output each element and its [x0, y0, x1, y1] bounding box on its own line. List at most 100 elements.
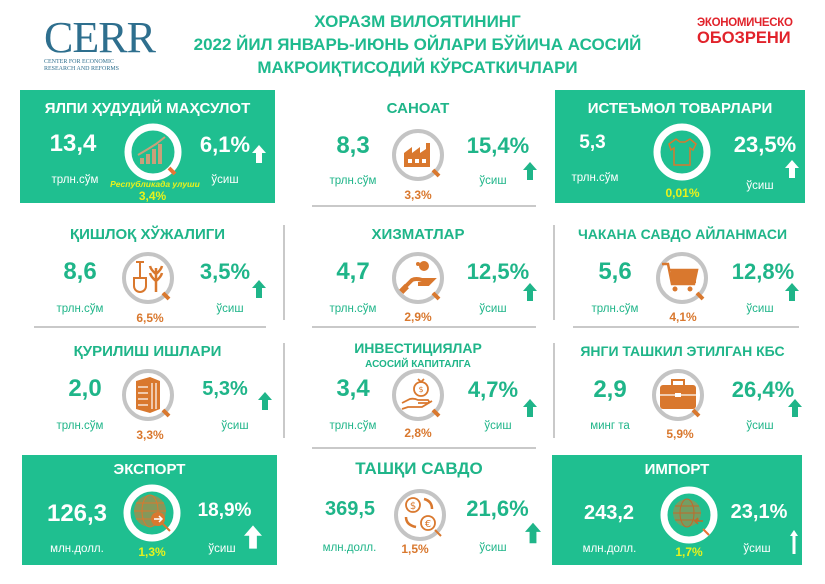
- divider: [283, 225, 285, 320]
- card-growth: 6,1%: [199, 132, 251, 157]
- arrow-up-icon: [258, 392, 272, 410]
- divider: [312, 205, 536, 207]
- divider: [312, 447, 536, 449]
- arrow-up-icon: [788, 399, 802, 417]
- card-share: 6,5%: [136, 311, 164, 325]
- card-growth: 12,8%: [731, 259, 795, 284]
- svg-text:$: $: [410, 501, 416, 512]
- card-growth: 12,5%: [466, 259, 530, 284]
- card-growth-label: ўсиш: [211, 174, 239, 186]
- card-unit: трлн.сўм: [329, 420, 377, 432]
- card-value: 2,9: [593, 376, 627, 403]
- card-value: 4,7: [336, 258, 370, 285]
- divider: [283, 343, 285, 438]
- card-title: ЭКСПОРТ: [113, 461, 186, 478]
- card-title: ҚИШЛОҚ ХЎЖАЛИГИ: [69, 226, 226, 243]
- card-new-smes: ЯНГИ ТАШКИЛ ЭТИЛГАН КБС 2,9 минг та 5,9%…: [560, 335, 805, 443]
- card-share: 1,3%: [138, 545, 166, 559]
- card-growth-label: ўсиш: [746, 180, 774, 192]
- cerr-logo: CERR Center for Economic Research and Re…: [44, 16, 184, 73]
- shovel-plant-icon: [118, 248, 178, 308]
- card-retail: ЧАКАНА САВДО АЙЛАНМАСИ 5,6 трлн.сўм 4,1%…: [560, 215, 805, 324]
- card-unit: млн.долл.: [322, 542, 377, 554]
- card-value: 126,3: [46, 500, 108, 527]
- arrow-up-icon: [785, 283, 799, 301]
- card-unit: трлн.сўм: [329, 303, 377, 315]
- building-icon: [118, 365, 178, 425]
- card-title: ИНВЕСТИЦИЯЛАР: [354, 340, 482, 356]
- card-gdp: ЯЛПИ ҲУДУДИЙ МАҲСУЛОТ 13,4 трлн.сўм Респ…: [20, 90, 275, 203]
- arrow-up-icon: [523, 162, 537, 180]
- title-line-1: ХОРАЗМ ВИЛОЯТИНИНГ: [314, 12, 521, 31]
- card-title: ИСТЕЪМОЛ ТОВАРЛАРИ: [587, 100, 773, 117]
- card-growth-label: ўсиш: [479, 542, 507, 554]
- card-foreign-trade: ТАШҚИ САВДО 369,5 млн.долл. $ € 1,5% 21,6…: [290, 452, 548, 567]
- arrow-up-icon: [523, 283, 537, 301]
- card-growth-label: ўсиш: [743, 543, 771, 555]
- divider: [34, 326, 266, 328]
- card-value: 2,0: [68, 375, 102, 402]
- card-share-label: Республикада улуши: [110, 179, 200, 189]
- card-growth-label: ўсиш: [479, 303, 507, 315]
- card-title: ТАШҚИ САВДО: [355, 459, 483, 478]
- card-title: ИМПОРТ: [644, 461, 710, 478]
- title-line-2: 2022 ЙИЛ ЯНВАРЬ-ИЮНЬ ОЙЛАРИ БЎЙИЧА АСОСИ…: [193, 35, 642, 54]
- divider: [553, 225, 555, 320]
- card-title: ЯНГИ ТАШКИЛ ЭТИЛГАН КБС: [580, 343, 785, 359]
- card-industry: САНОАТ 8,3 трлн.сўм 3,3% 15,4% ўсиш: [288, 90, 548, 203]
- card-value: 8,3: [336, 132, 370, 159]
- card-value: 243,2: [583, 502, 635, 524]
- card-unit: трлн.сўм: [571, 172, 619, 184]
- card-share: 2,9%: [404, 310, 432, 324]
- card-unit: млн.долл.: [582, 543, 637, 555]
- card-unit: млн.долл.: [50, 543, 104, 555]
- card-growth: 23,1%: [730, 501, 788, 523]
- card-growth-label: ўсиш: [484, 420, 512, 432]
- card-share: 1,7%: [675, 545, 703, 559]
- card-growth: 21,6%: [466, 496, 529, 521]
- card-growth: 18,9%: [197, 500, 252, 521]
- economic-review-logo-line2: ОБОЗРЕНИ: [697, 29, 791, 47]
- cerr-logo-line2: Research and Reforms: [44, 66, 120, 72]
- card-unit: минг та: [590, 420, 630, 432]
- card-value: 8,6: [63, 258, 97, 285]
- divider: [573, 326, 799, 328]
- card-title: ЯЛПИ ҲУДУДИЙ МАҲСУЛОТ: [44, 100, 251, 117]
- card-import: ИМПОРТ 243,2 млн.долл. 1,7% 23,1% ўсиш: [552, 455, 802, 565]
- currency-exchange-icon: $ €: [390, 485, 450, 545]
- economic-review-logo-line1: ЭКОНОМИЧЕСКО: [697, 17, 793, 29]
- cerr-logo-line1: Center for Economic: [44, 59, 115, 65]
- page-title: ХОРАЗМ ВИЛОЯТИНИНГ 2022 ЙИЛ ЯНВАРЬ-ИЮНЬ …: [185, 10, 650, 79]
- card-title: ЧАКАНА САВДО АЙЛАНМАСИ: [577, 226, 788, 242]
- card-value: 369,5: [324, 498, 376, 520]
- money-bag-hand-icon: $: [388, 365, 448, 425]
- shopping-cart-icon: [652, 248, 712, 308]
- card-growth-label: ўсиш: [746, 420, 774, 432]
- card-growth: 4,7%: [467, 377, 519, 402]
- card-share: 3,4%: [138, 189, 167, 203]
- card-services: ХИЗМАТЛАР 4,7 трлн.сўм 2,9% 12,5% ўсиш: [288, 215, 548, 324]
- card-subtitle: АСОСИЙ КАПИТАЛГА: [365, 359, 471, 370]
- card-title: ҚУРИЛИШ ИШЛАРИ: [73, 343, 222, 360]
- card-construction: ҚУРИЛИШ ИШЛАРИ 2,0 трлн.сўм 3,3% 5,3% ўс…: [20, 335, 275, 443]
- card-growth-label: ўсиш: [208, 543, 236, 555]
- card-value: 13,4: [49, 130, 97, 157]
- hand-gear-icon: [388, 248, 448, 308]
- arrow-up-icon: [252, 280, 266, 298]
- title-line-3: МАКРОИҚТИСОДИЙ КЎРСАТКИЧЛАРИ: [257, 58, 578, 77]
- card-growth-label: ўсиш: [221, 420, 249, 432]
- globe-export-icon: [122, 483, 182, 543]
- card-agriculture: ҚИШЛОҚ ХЎЖАЛИГИ 8,6 трлн.сўм 6,5% 3,5% ў…: [20, 215, 275, 325]
- card-share: 3,3%: [136, 428, 164, 442]
- card-title: САНОАТ: [386, 100, 450, 117]
- card-value: 5,6: [598, 258, 632, 285]
- card-value: 3,4: [336, 375, 370, 402]
- card-unit: трлн.сўм: [329, 175, 377, 187]
- divider: [553, 343, 555, 438]
- arrow-up-icon: [252, 145, 266, 163]
- arrow-up-icon: [785, 160, 799, 178]
- arrow-up-icon: [244, 525, 262, 549]
- growth-chart-icon: [123, 122, 183, 182]
- card-share: 0,01%: [665, 186, 700, 200]
- svg-text:$: $: [418, 385, 423, 394]
